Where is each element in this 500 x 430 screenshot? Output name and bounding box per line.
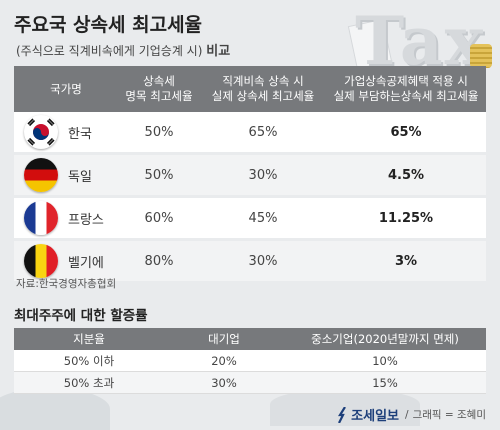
large-cell: 20% xyxy=(211,353,237,368)
country-name: 벨기에 xyxy=(68,255,104,271)
publisher-logo: 조세일보 xyxy=(351,409,400,424)
header-nominal-line1: 상속세 xyxy=(143,74,175,88)
decorative-shape xyxy=(0,388,110,430)
header-real-line2: 실제 상속세 최고세율 xyxy=(211,89,315,103)
graphic-credit: 그래픽 = 조혜미 xyxy=(412,409,486,421)
source-note: 자료:한국경영자총협회 xyxy=(16,278,117,290)
korea-flag-icon xyxy=(24,115,58,149)
header-country: 국가명 xyxy=(50,81,82,96)
nominal-rate: 50% xyxy=(144,167,174,183)
nominal-rate: 50% xyxy=(144,124,174,140)
subtitle-condition: (주식으로 직계비속에게 기업승계 시) xyxy=(16,44,203,58)
footer-separator: / xyxy=(405,408,409,421)
germany-flag-icon xyxy=(24,158,58,192)
sme-cell: 10% xyxy=(372,353,398,368)
france-flag-icon xyxy=(24,201,58,235)
share-cell: 50% 이하 xyxy=(63,353,115,368)
table-header: 지분율 대기업 중소기업(2020년말까지 면제) xyxy=(14,328,486,350)
belgium-flag-icon xyxy=(24,244,58,278)
sme-cell: 15% xyxy=(372,375,398,390)
country-name: 한국 xyxy=(68,126,92,142)
sme-rate: 11.25% xyxy=(378,210,434,226)
subtitle-compare: 비교 xyxy=(206,44,231,59)
share-cell: 50% 초과 xyxy=(63,375,115,390)
sme-rate: 4.5% xyxy=(387,167,425,183)
page-subtitle: (주식으로 직계비속에게 기업승계 시) 비교 xyxy=(16,40,230,59)
header-real: 직계비속 상속 시 실제 상속세 최고세율 xyxy=(200,74,326,104)
country-cell: 한국 xyxy=(14,112,118,152)
header-sme-line2: 실제 부담하는상속세 최고세율 xyxy=(333,89,479,103)
large-cell: 30% xyxy=(211,375,237,390)
sme-rate: 65% xyxy=(390,124,422,140)
table-header: 국가명 상속세 명목 최고세율 직계비속 상속 시 실제 상속세 최고세율 가업… xyxy=(14,66,486,112)
section-title: 최대주주에 대한 할증률 xyxy=(14,308,148,324)
real-rate: 30% xyxy=(248,167,278,183)
header-nominal-line2: 명목 최고세율 xyxy=(125,89,193,103)
nominal-rate: 80% xyxy=(144,253,174,269)
footer: 조세일보 / 그래픽 = 조혜미 xyxy=(337,405,486,424)
page-title: 주요국 상속세 최고세율 xyxy=(14,14,203,36)
country-name: 독일 xyxy=(68,169,92,185)
header-nominal: 상속세 명목 최고세율 xyxy=(118,74,200,104)
table-row: 한국 50% 65% 65% xyxy=(14,112,486,152)
header-sme: 중소기업(2020년말까지 면제) xyxy=(311,332,459,346)
header-sme: 가업상속공제혜택 적용 시 실제 부담하는상속세 최고세율 xyxy=(326,74,486,104)
header-share: 지분율 xyxy=(73,332,105,346)
surcharge-table: 지분율 대기업 중소기업(2020년말까지 면제) 50% 이하 20% 10%… xyxy=(14,328,486,394)
header-sme-line1: 가업상속공제혜택 적용 시 xyxy=(344,74,468,88)
real-rate: 45% xyxy=(248,210,278,226)
country-name: 프랑스 xyxy=(68,212,104,228)
real-rate: 65% xyxy=(248,124,278,140)
country-cell: 독일 xyxy=(14,155,118,195)
table-row: 50% 이하 20% 10% xyxy=(14,350,486,372)
real-rate: 30% xyxy=(248,253,278,269)
table-row: 벨기에 80% 30% 3% xyxy=(14,241,486,281)
header-real-line1: 직계비속 상속 시 xyxy=(222,74,304,88)
logo-icon xyxy=(338,406,347,423)
coin-stack-icon xyxy=(470,44,492,68)
nominal-rate: 60% xyxy=(144,210,174,226)
table-row: 독일 50% 30% 4.5% xyxy=(14,155,486,195)
country-cell: 벨기에 xyxy=(14,241,118,281)
header-large: 대기업 xyxy=(208,332,240,346)
table-row: 50% 초과 30% 15% xyxy=(14,372,486,394)
country-cell: 프랑스 xyxy=(14,198,118,238)
table-row: 프랑스 60% 45% 11.25% xyxy=(14,198,486,238)
sme-rate: 3% xyxy=(394,253,418,269)
inheritance-tax-table: 국가명 상속세 명목 최고세율 직계비속 상속 시 실제 상속세 최고세율 가업… xyxy=(14,66,486,281)
